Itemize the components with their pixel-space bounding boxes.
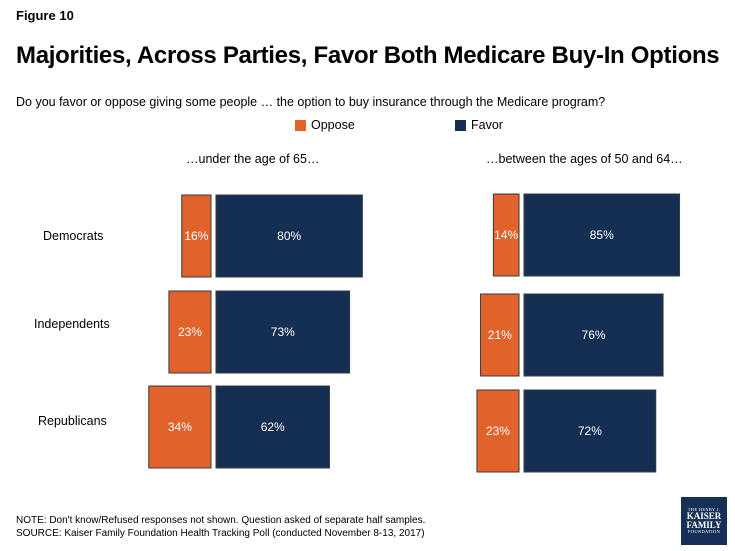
- kff-logo: THE HENRY J. KAISER FAMILY FOUNDATION: [681, 497, 727, 545]
- legend-swatch-favor: [455, 119, 466, 131]
- figure-label: Figure 10: [16, 8, 74, 23]
- bar-favor-panel1-democrats: [215, 194, 363, 278]
- legend-label-oppose: Oppose: [311, 118, 355, 132]
- bar-favor-panel2-republicans: [523, 389, 657, 473]
- label-oppose-panel2-democrats: 14%: [494, 228, 518, 242]
- panel-title-50-to-64: …between the ages of 50 and 64…: [486, 152, 683, 166]
- panel-title-under-65: …under the age of 65…: [186, 152, 320, 166]
- label-favor-panel1-republicans: 62%: [261, 420, 285, 434]
- logo-line2: KAISER: [686, 511, 722, 521]
- legend-item-favor: Favor: [455, 118, 503, 132]
- label-favor-panel1-democrats: 80%: [277, 229, 301, 243]
- bar-favor-panel2-democrats: [523, 193, 681, 277]
- bar-oppose-panel1-republicans: [148, 385, 212, 469]
- bar-favor-panel2-independents: [523, 293, 664, 377]
- logo-line4: FOUNDATION: [688, 529, 720, 534]
- survey-question: Do you favor or oppose giving some peopl…: [16, 95, 606, 109]
- bar-oppose-panel2-independents: [480, 293, 520, 377]
- bar-oppose-panel1-democrats: [181, 194, 212, 278]
- label-oppose-panel2-republicans: 23%: [486, 424, 510, 438]
- source-text: SOURCE: Kaiser Family Foundation Health …: [16, 528, 425, 539]
- legend: Oppose Favor: [0, 118, 735, 136]
- row-label-independents: Independents: [34, 317, 110, 331]
- bar-oppose-panel2-republicans: [476, 389, 520, 473]
- bar-favor-panel1-republicans: [215, 385, 330, 469]
- label-oppose-panel1-democrats: 16%: [184, 229, 208, 243]
- legend-item-oppose: Oppose: [295, 118, 355, 132]
- label-favor-panel2-democrats: 85%: [590, 228, 614, 242]
- chart-title: Majorities, Across Parties, Favor Both M…: [16, 42, 720, 69]
- row-label-republicans: Republicans: [38, 414, 107, 428]
- label-oppose-panel1-republicans: 34%: [168, 420, 192, 434]
- label-favor-panel2-independents: 76%: [582, 328, 606, 342]
- bar-oppose-panel2-democrats: [492, 193, 520, 277]
- logo-line1: THE HENRY J.: [687, 506, 721, 512]
- label-oppose-panel1-independents: 23%: [178, 325, 202, 339]
- note-text: NOTE: Don't know/Refused responses not s…: [16, 515, 426, 526]
- row-label-democrats: Democrats: [43, 229, 104, 243]
- label-oppose-panel2-independents: 21%: [488, 328, 512, 342]
- label-favor-panel2-republicans: 72%: [578, 424, 602, 438]
- label-favor-panel1-independents: 73%: [271, 325, 295, 339]
- bar-oppose-panel1-independents: [168, 290, 212, 374]
- legend-label-favor: Favor: [471, 118, 503, 132]
- logo-line3: FAMILY: [686, 520, 722, 530]
- bar-favor-panel1-independents: [215, 290, 351, 374]
- legend-swatch-oppose: [295, 119, 306, 131]
